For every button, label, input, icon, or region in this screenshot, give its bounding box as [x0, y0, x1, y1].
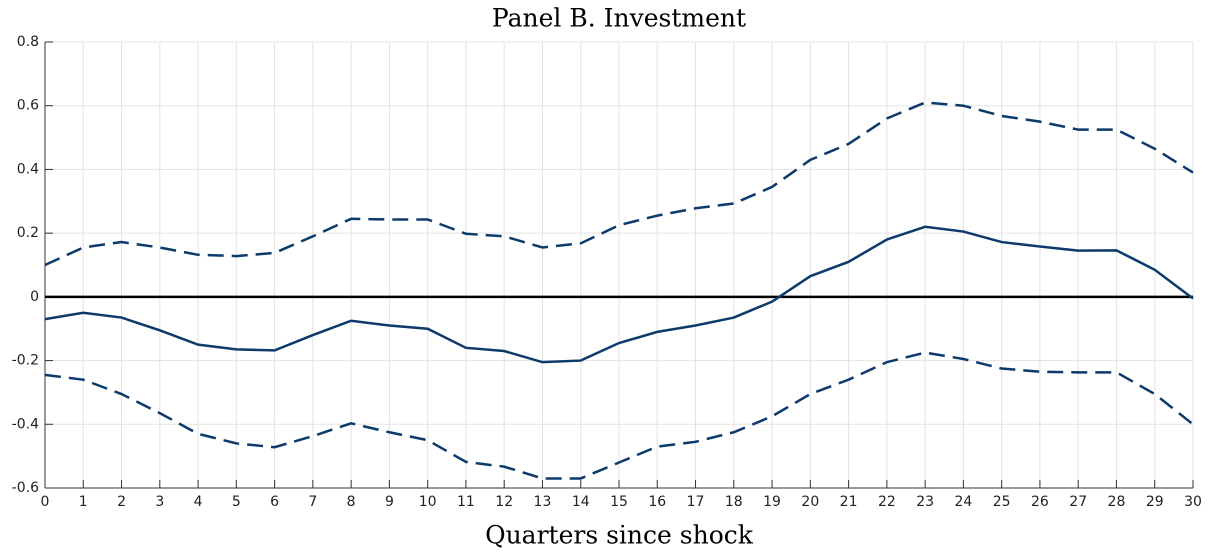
x-tick-label: 21 — [840, 494, 858, 510]
y-tick-label: -0.2 — [12, 353, 39, 369]
x-tick-label: 25 — [993, 494, 1011, 510]
x-tick-label: 17 — [687, 494, 705, 510]
x-axis-label: Quarters since shock — [485, 521, 754, 550]
x-tick-label: 6 — [270, 494, 279, 510]
x-tick-label: 3 — [155, 494, 164, 510]
series-line — [44, 225, 1194, 364]
x-tick-label: 2 — [117, 494, 126, 510]
x-tick-label: 23 — [916, 494, 934, 510]
x-tick-label: 26 — [1031, 494, 1049, 510]
x-tick-label: 24 — [954, 494, 972, 510]
x-tick-label: 16 — [648, 494, 666, 510]
x-tick-label: 12 — [495, 494, 513, 510]
x-tick-label: 8 — [347, 494, 356, 510]
y-tick-label: -0.4 — [12, 416, 39, 432]
x-tick-label: 30 — [1184, 494, 1202, 510]
x-tick-label: 11 — [457, 494, 475, 510]
y-tick-label: 0.4 — [17, 161, 39, 177]
series-line — [44, 351, 1194, 480]
x-tick-label: 10 — [419, 494, 437, 510]
x-tick-label: 18 — [725, 494, 743, 510]
x-tick-label: 27 — [1069, 494, 1087, 510]
y-tick-label: 0.8 — [17, 34, 39, 50]
x-tick-label: 20 — [801, 494, 819, 510]
x-tick-label: 22 — [878, 494, 896, 510]
y-tick-label: 0.6 — [17, 98, 39, 114]
x-tick-label: 4 — [194, 494, 203, 510]
x-tick-label: 15 — [610, 494, 628, 510]
x-tick-label: 14 — [572, 494, 590, 510]
y-tick-label: -0.6 — [12, 480, 39, 496]
x-tick-label: 28 — [1108, 494, 1126, 510]
y-tick-label: 0.2 — [17, 225, 39, 241]
x-tick-label: 7 — [308, 494, 317, 510]
x-tick-label: 29 — [1146, 494, 1164, 510]
x-tick-label: 13 — [534, 494, 552, 510]
series-line — [44, 101, 1194, 267]
x-tick-label: 0 — [41, 494, 50, 510]
x-tick-label: 19 — [763, 494, 781, 510]
x-tick-label: 5 — [232, 494, 241, 510]
x-tick-label: 9 — [385, 494, 394, 510]
y-tick-label: 0 — [30, 289, 39, 305]
chart-title: Panel B. Investment — [492, 4, 746, 33]
x-tick-label: 1 — [79, 494, 88, 510]
